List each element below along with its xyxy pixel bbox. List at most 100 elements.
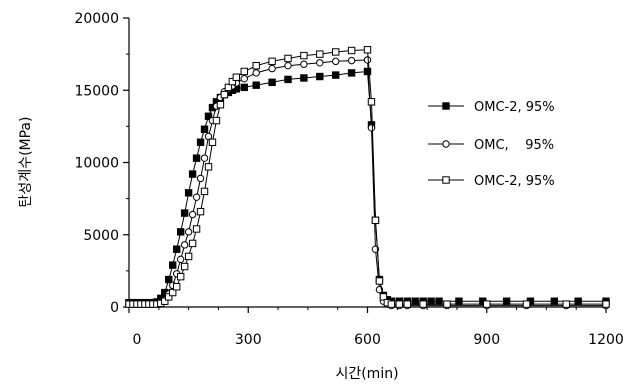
tick-marks: 0 5000 10000 15000 20000 0 300 600 900 1200 (74, 11, 623, 348)
series-1-point (574, 297, 582, 305)
y-tick-label: 0 (110, 300, 119, 316)
series-1-point (347, 69, 356, 77)
series-3-point (395, 300, 404, 308)
series-3-point (284, 54, 292, 63)
series-1-point (184, 189, 193, 197)
series-2-point (200, 154, 209, 162)
series-3-point (204, 163, 213, 171)
series-3-point (192, 225, 201, 233)
series-2-point (184, 228, 193, 236)
series-1-point (196, 138, 205, 146)
series-2-point (284, 61, 292, 70)
x-tick-label: 900 (473, 332, 500, 348)
y-tick-label: 20000 (74, 11, 119, 27)
series-3-point (419, 300, 427, 308)
series-1-point (411, 297, 419, 305)
series-3-point (371, 216, 380, 225)
series-3-point (522, 300, 531, 308)
series-1-point (268, 78, 276, 87)
series-2-point (332, 57, 340, 66)
series-3-point (443, 300, 451, 308)
series-3-point (252, 61, 260, 70)
series-1-point (284, 75, 292, 84)
x-tick-label: 1200 (588, 332, 624, 348)
series-3-point (188, 239, 197, 248)
series-3-point (208, 138, 217, 146)
y-tick-label: 10000 (74, 156, 119, 172)
series-3-point (232, 73, 241, 81)
y-tick-label: 15000 (74, 83, 119, 99)
series-1-point (502, 297, 511, 305)
series-1-point (300, 74, 308, 82)
series-3-point (367, 98, 376, 106)
series-3-point (379, 293, 388, 301)
series-1-point (188, 170, 197, 178)
series-3-point (332, 48, 340, 56)
series-1-point (169, 261, 177, 269)
series-3-point (347, 46, 356, 55)
legend-label-3: OMC-2, 95% (474, 174, 555, 189)
series-1-point (180, 209, 189, 217)
series-3-point (602, 300, 610, 308)
series-1-point (192, 154, 201, 162)
x-tick-label: 300 (235, 332, 262, 348)
series-3-point (173, 283, 181, 291)
series-3-point (387, 300, 396, 308)
series-3-point (224, 83, 233, 92)
series-3-point (169, 288, 177, 297)
series-3-point (220, 90, 229, 99)
y-axis-title: 탄성계수(MPa) (18, 117, 34, 208)
series-2-point (367, 124, 376, 132)
series-2-point (204, 132, 213, 141)
series-3-point (483, 300, 491, 308)
series-1-point (173, 245, 181, 253)
series-1-point (332, 71, 340, 79)
series-3-point (180, 262, 189, 271)
series-1-point (427, 297, 435, 305)
series-1-point (176, 228, 185, 236)
legend-label-1: OMC-2, 95% (474, 100, 555, 115)
series-3-point (161, 297, 169, 305)
x-axis-title: 시간(min) (335, 366, 398, 382)
series-3-point (196, 207, 205, 216)
series-2-point (240, 74, 248, 83)
series-3-point (268, 57, 276, 66)
series-1-point (252, 81, 260, 89)
series-3 (125, 46, 610, 308)
series-2-point (192, 193, 201, 201)
series-3-point (375, 277, 384, 285)
series-1-point (316, 72, 324, 81)
series-2-point (252, 69, 260, 77)
legend-label-2: OMC, 95% (474, 138, 554, 153)
series-2-point (300, 60, 308, 68)
series-2-point (196, 174, 205, 183)
series-3-point (216, 101, 225, 109)
series-3-point (363, 46, 372, 54)
series-layer (125, 46, 610, 310)
series-3-point (300, 51, 308, 60)
series-3-point (165, 293, 173, 301)
series-2-point (176, 255, 185, 264)
series-1-point (165, 275, 173, 284)
series-1-point (240, 83, 248, 92)
series-2-point (363, 56, 372, 64)
series-3-point (212, 116, 221, 125)
series-1-point (550, 297, 559, 305)
series-3-point (200, 187, 209, 196)
legend: OMC-2, 95% OMC, 95% OMC-2, 95% (428, 100, 555, 189)
series-3-point (316, 50, 324, 58)
series-1-point (200, 125, 209, 133)
series-1-point (435, 297, 443, 305)
series-2-point (316, 59, 324, 67)
series-3-point (176, 272, 185, 281)
series-3-point (228, 77, 237, 86)
series-1-point (455, 297, 463, 305)
series-3-point (240, 67, 248, 76)
series-2-point (347, 56, 356, 65)
legend-marker-1 (442, 102, 450, 110)
legend-marker-3 (442, 176, 450, 184)
series-2-point (188, 210, 197, 219)
series-2-point (180, 241, 189, 249)
series-3-point (403, 300, 411, 308)
